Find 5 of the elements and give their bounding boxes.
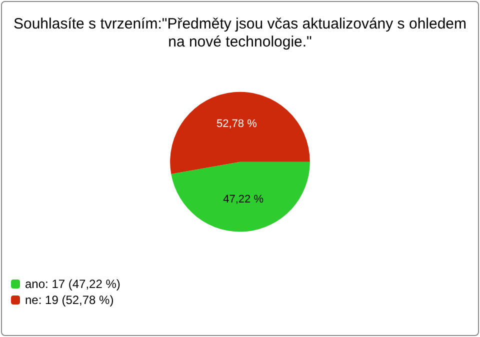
legend-label: ne: 19 (52,78 %) bbox=[25, 293, 114, 307]
data-label: 47,22 % bbox=[223, 194, 264, 206]
chart-title: Souhlasíte s tvrzením:"Předměty jsou včas aktualizovány s ohledem na nové technologie." bbox=[13, 16, 467, 50]
data-label: 52,78 % bbox=[216, 118, 258, 130]
legend-label: ano: 17 (47,22 %) bbox=[25, 277, 120, 291]
